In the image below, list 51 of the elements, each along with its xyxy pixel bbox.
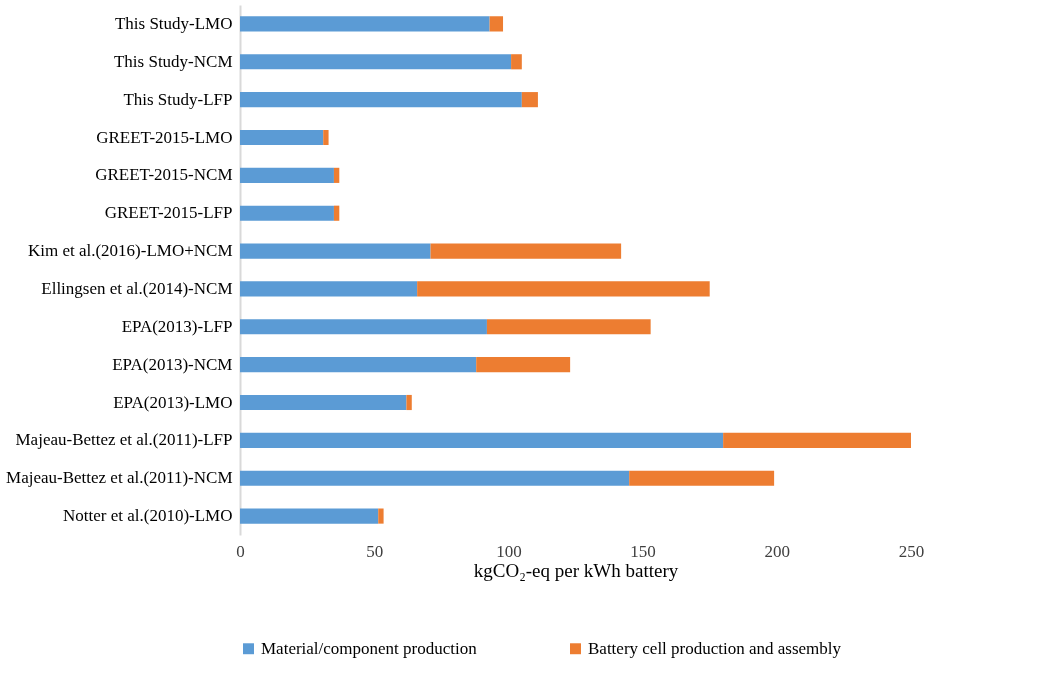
y-tick-label: GREET-2015-NCM	[95, 165, 233, 185]
y-tick-label: This Study-NCM	[113, 51, 233, 71]
bar	[240, 357, 477, 373]
bar	[240, 470, 630, 486]
y-tick-label: EPA(2013)-LMO	[113, 392, 233, 412]
y-tick-label: EPA(2013)-NCM	[112, 354, 233, 374]
x-tick-label: 150	[630, 541, 656, 561]
bar	[240, 508, 379, 524]
bar	[723, 432, 911, 448]
bar	[240, 394, 407, 411]
bar	[489, 16, 504, 32]
y-tick-label: Majeau-Bettez et al.(2011)-NCM	[6, 468, 233, 488]
y-tick-label: This Study-LMO	[114, 13, 233, 33]
y-tick-label: Majeau-Bettez et al.(2011)-LFP	[15, 430, 233, 450]
legend-label: Battery cell production and assembly	[588, 638, 842, 658]
y-tick-label: EPA(2013)-LFP	[121, 316, 233, 336]
bar	[511, 54, 522, 70]
bar	[240, 54, 512, 70]
bar	[629, 470, 775, 486]
x-axis-title: kgCO₂-eq per kWh battery	[473, 559, 679, 581]
y-tick-label: Ellingsen et al.(2014)-NCM	[41, 278, 233, 298]
bar	[240, 129, 324, 146]
bar	[333, 167, 340, 183]
bar	[333, 205, 340, 221]
x-tick-label: 250	[898, 541, 925, 561]
y-tick-label: GREET-2015-LFP	[104, 203, 233, 223]
bar	[240, 167, 334, 183]
bar	[240, 92, 522, 108]
bar	[240, 205, 334, 221]
x-tick-label: 200	[764, 541, 791, 561]
bar	[378, 508, 384, 524]
legend-label: Material/component production	[261, 638, 478, 658]
bar	[240, 16, 490, 32]
y-tick-label: This Study-LFP	[123, 89, 233, 109]
bar	[430, 243, 622, 259]
x-tick-label: 50	[366, 541, 384, 561]
x-tick-label: 0	[236, 541, 245, 561]
bar	[417, 281, 710, 297]
y-tick-label: GREET-2015-LMO	[96, 127, 233, 147]
bar	[521, 92, 538, 108]
x-tick-label: 100	[496, 541, 522, 561]
bar	[240, 281, 418, 297]
bar	[476, 357, 571, 373]
bar	[323, 129, 329, 146]
y-tick-label: Kim et al.(2016)-LMO+NCM	[27, 241, 233, 261]
bar	[486, 319, 651, 335]
bar	[240, 243, 431, 259]
y-tick-label: Notter et al.(2010)-LMO	[63, 506, 233, 526]
bar	[406, 394, 412, 411]
bar	[240, 319, 487, 335]
bar	[240, 432, 724, 448]
